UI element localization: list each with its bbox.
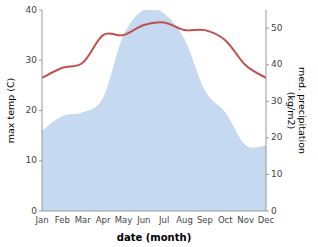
y-tick-label: 20 xyxy=(26,105,38,115)
y2-tick-label: 50 xyxy=(271,23,283,33)
y2-axis-title: med. precipitation(kg/m2) xyxy=(286,67,308,154)
y2-tick xyxy=(266,174,269,175)
y-axis-title: max temp (C) xyxy=(5,78,16,144)
x-tick-label: Jan xyxy=(34,215,48,225)
y2-axis-title-line: med. precipitation xyxy=(297,67,308,154)
y-tick xyxy=(39,60,42,61)
y-tick xyxy=(39,110,42,111)
x-tick-label: Sep xyxy=(197,215,213,225)
y-tick xyxy=(39,211,42,212)
y2-tick-label: 10 xyxy=(271,169,283,179)
chart: 0 10 20 30 40 0 10 20 30 40 50 Jan Feb Mar Apr MayJun Ju… xyxy=(0,0,318,247)
y2-tick xyxy=(266,64,269,65)
x-axis-title: date (month) xyxy=(117,232,191,243)
y2-tick xyxy=(266,101,269,102)
temperature-line xyxy=(42,22,266,78)
y-tick xyxy=(39,160,42,161)
y2-tick xyxy=(266,137,269,138)
y2-tick-label: 30 xyxy=(271,96,283,106)
plot-area xyxy=(42,10,266,211)
x-tick-label: Aug xyxy=(176,215,193,225)
precipitation-area xyxy=(42,10,266,211)
x-tick-label: Dec xyxy=(258,215,275,225)
y2-axis-title-line: (kg/m2) xyxy=(286,92,297,129)
y2-tick-label: 0 xyxy=(271,206,277,216)
x-tick-label: Jun xyxy=(136,215,150,225)
x-tick-label: Mar xyxy=(75,215,92,225)
y2-axis-line xyxy=(266,10,267,211)
y-tick-label: 10 xyxy=(26,155,38,165)
x-axis-line xyxy=(42,211,266,212)
x-tick-label: Jul xyxy=(158,215,169,225)
x-tick-label: Nov xyxy=(237,215,254,225)
y2-tick-label: 20 xyxy=(271,132,283,142)
x-tick-label: May xyxy=(115,215,133,225)
y2-tick xyxy=(266,211,269,212)
y2-tick xyxy=(266,28,269,29)
x-tick-label: Oct xyxy=(218,215,233,225)
x-tick-label: Feb xyxy=(55,215,70,225)
x-tick-label: Apr xyxy=(96,215,111,225)
y-tick xyxy=(39,10,42,11)
y-tick-label: 0 xyxy=(31,206,37,216)
y2-tick-label: 40 xyxy=(271,59,283,69)
y-tick-label: 30 xyxy=(26,55,38,65)
y-tick-label: 40 xyxy=(26,5,38,15)
